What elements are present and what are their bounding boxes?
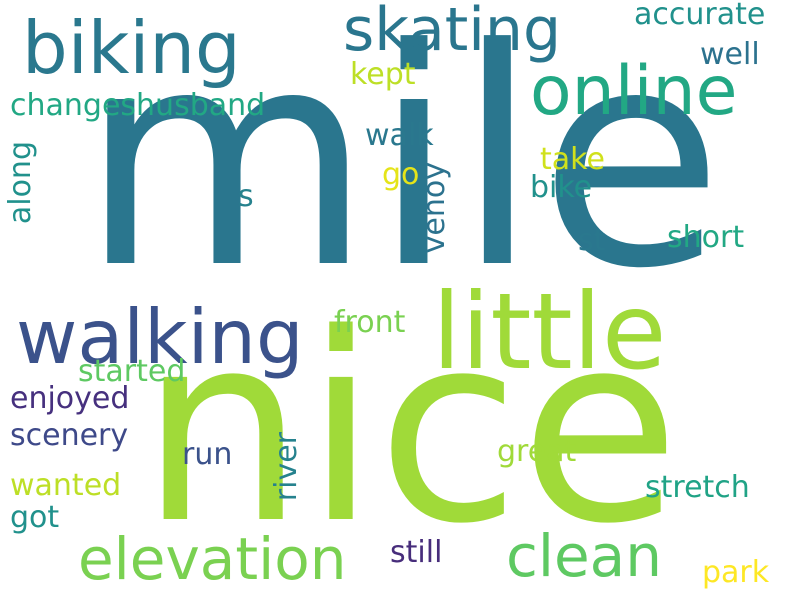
word-run: run bbox=[182, 437, 233, 472]
word-go: go bbox=[382, 157, 420, 192]
word-kept: kept bbox=[350, 57, 416, 92]
word-park: park bbox=[702, 555, 770, 590]
word-walk: walk bbox=[365, 118, 434, 153]
word-clean: clean bbox=[506, 522, 662, 590]
word-river: river bbox=[269, 432, 304, 502]
word-enjoyed: enjoyed bbox=[10, 381, 130, 416]
word-venoy: venoy bbox=[417, 162, 452, 254]
word-started: started bbox=[78, 354, 186, 389]
word-skating: skating bbox=[343, 0, 562, 65]
word-online: online bbox=[530, 52, 738, 131]
word-nice: nice bbox=[140, 279, 680, 581]
word-great: great bbox=[497, 434, 577, 469]
word-still: still bbox=[390, 535, 443, 570]
word-well: well bbox=[700, 37, 760, 72]
word-mile: mile bbox=[80, 0, 724, 334]
word-accurate: accurate bbox=[634, 0, 766, 32]
word-biking: biking bbox=[22, 6, 241, 90]
word-s: s bbox=[238, 179, 254, 214]
word-along: along bbox=[3, 141, 38, 225]
word-changeshusband: changeshusband bbox=[10, 88, 266, 123]
word-stretch: stretch bbox=[645, 470, 750, 505]
word-take: take bbox=[540, 142, 605, 177]
word-little: little bbox=[432, 271, 667, 393]
word-scenery: scenery bbox=[10, 418, 129, 453]
word-st: st bbox=[578, 223, 606, 258]
word-bike: bike bbox=[530, 170, 593, 205]
word-elevation: elevation bbox=[78, 525, 347, 593]
word-wanted: wanted bbox=[10, 468, 122, 503]
word-front: front bbox=[334, 305, 406, 340]
word-walking: walking bbox=[16, 293, 304, 381]
word-short: short bbox=[667, 220, 745, 255]
word-got: got bbox=[10, 500, 60, 535]
